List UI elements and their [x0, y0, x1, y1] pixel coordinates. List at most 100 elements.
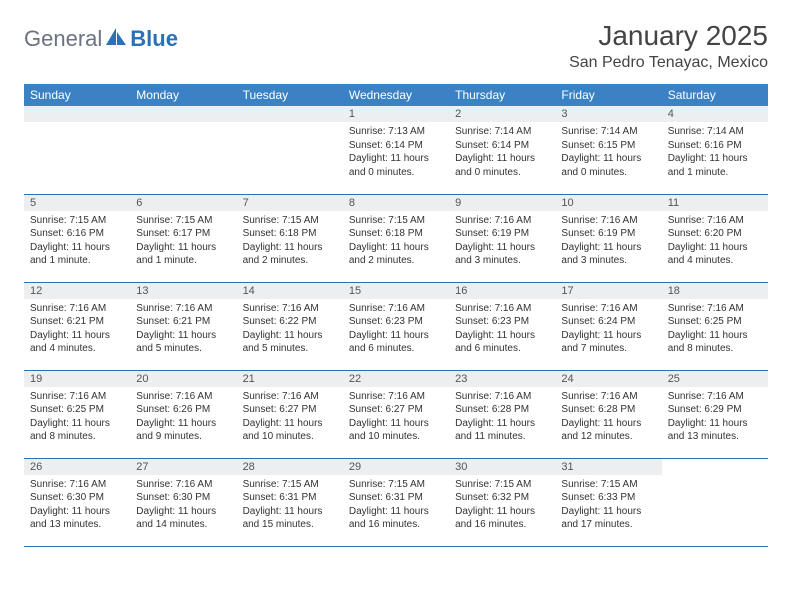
day-details: Sunrise: 7:16 AMSunset: 6:27 PMDaylight:… [237, 387, 343, 448]
day-number: 27 [130, 459, 236, 475]
day-number: 7 [237, 195, 343, 211]
calendar-day-cell: 30Sunrise: 7:15 AMSunset: 6:32 PMDayligh… [449, 458, 555, 546]
calendar-day-cell: 22Sunrise: 7:16 AMSunset: 6:27 PMDayligh… [343, 370, 449, 458]
day-number: 18 [662, 283, 768, 299]
day-details: Sunrise: 7:16 AMSunset: 6:23 PMDaylight:… [343, 299, 449, 360]
day-number: 21 [237, 371, 343, 387]
calendar-day-cell: 26Sunrise: 7:16 AMSunset: 6:30 PMDayligh… [24, 458, 130, 546]
calendar-day-cell: . [662, 458, 768, 546]
day-details: Sunrise: 7:14 AMSunset: 6:16 PMDaylight:… [662, 122, 768, 183]
weekday-header: Saturday [662, 84, 768, 106]
day-number: 26 [24, 459, 130, 475]
calendar-day-cell: 14Sunrise: 7:16 AMSunset: 6:22 PMDayligh… [237, 282, 343, 370]
calendar-day-cell: 10Sunrise: 7:16 AMSunset: 6:19 PMDayligh… [555, 194, 661, 282]
day-details: Sunrise: 7:15 AMSunset: 6:16 PMDaylight:… [24, 211, 130, 272]
weekday-header: Friday [555, 84, 661, 106]
day-details: Sunrise: 7:14 AMSunset: 6:15 PMDaylight:… [555, 122, 661, 183]
calendar-week-row: 12Sunrise: 7:16 AMSunset: 6:21 PMDayligh… [24, 282, 768, 370]
calendar-day-cell: 11Sunrise: 7:16 AMSunset: 6:20 PMDayligh… [662, 194, 768, 282]
day-number: 10 [555, 195, 661, 211]
calendar-day-cell: 1Sunrise: 7:13 AMSunset: 6:14 PMDaylight… [343, 106, 449, 194]
day-number: 8 [343, 195, 449, 211]
calendar-day-cell: 13Sunrise: 7:16 AMSunset: 6:21 PMDayligh… [130, 282, 236, 370]
calendar-day-cell: 9Sunrise: 7:16 AMSunset: 6:19 PMDaylight… [449, 194, 555, 282]
calendar-day-cell: . [24, 106, 130, 194]
day-number: 30 [449, 459, 555, 475]
day-number: 12 [24, 283, 130, 299]
calendar-day-cell: 21Sunrise: 7:16 AMSunset: 6:27 PMDayligh… [237, 370, 343, 458]
calendar-day-cell: 16Sunrise: 7:16 AMSunset: 6:23 PMDayligh… [449, 282, 555, 370]
calendar-day-cell: 25Sunrise: 7:16 AMSunset: 6:29 PMDayligh… [662, 370, 768, 458]
day-details: Sunrise: 7:15 AMSunset: 6:33 PMDaylight:… [555, 475, 661, 536]
day-number: 3 [555, 106, 661, 122]
calendar-day-cell: 12Sunrise: 7:16 AMSunset: 6:21 PMDayligh… [24, 282, 130, 370]
calendar-day-cell: 6Sunrise: 7:15 AMSunset: 6:17 PMDaylight… [130, 194, 236, 282]
calendar-day-cell: 3Sunrise: 7:14 AMSunset: 6:15 PMDaylight… [555, 106, 661, 194]
calendar-head: SundayMondayTuesdayWednesdayThursdayFrid… [24, 84, 768, 106]
calendar-week-row: 5Sunrise: 7:15 AMSunset: 6:16 PMDaylight… [24, 194, 768, 282]
calendar-day-cell: 24Sunrise: 7:16 AMSunset: 6:28 PMDayligh… [555, 370, 661, 458]
day-number: 5 [24, 195, 130, 211]
day-details: Sunrise: 7:15 AMSunset: 6:32 PMDaylight:… [449, 475, 555, 536]
day-number: 31 [555, 459, 661, 475]
location: San Pedro Tenayac, Mexico [569, 54, 768, 72]
day-number: 17 [555, 283, 661, 299]
day-number: 25 [662, 371, 768, 387]
calendar-day-cell: 31Sunrise: 7:15 AMSunset: 6:33 PMDayligh… [555, 458, 661, 546]
day-details: Sunrise: 7:16 AMSunset: 6:19 PMDaylight:… [449, 211, 555, 272]
day-details: Sunrise: 7:16 AMSunset: 6:22 PMDaylight:… [237, 299, 343, 360]
day-details: Sunrise: 7:14 AMSunset: 6:14 PMDaylight:… [449, 122, 555, 183]
logo-text-blue: Blue [130, 26, 178, 52]
day-details: Sunrise: 7:16 AMSunset: 6:28 PMDaylight:… [555, 387, 661, 448]
calendar-day-cell: 20Sunrise: 7:16 AMSunset: 6:26 PMDayligh… [130, 370, 236, 458]
logo: General Blue [24, 26, 178, 52]
calendar-day-cell: 28Sunrise: 7:15 AMSunset: 6:31 PMDayligh… [237, 458, 343, 546]
calendar-day-cell: 5Sunrise: 7:15 AMSunset: 6:16 PMDaylight… [24, 194, 130, 282]
calendar-day-cell: 17Sunrise: 7:16 AMSunset: 6:24 PMDayligh… [555, 282, 661, 370]
day-details: Sunrise: 7:16 AMSunset: 6:20 PMDaylight:… [662, 211, 768, 272]
weekday-header: Wednesday [343, 84, 449, 106]
day-details: Sunrise: 7:16 AMSunset: 6:26 PMDaylight:… [130, 387, 236, 448]
calendar-day-cell: 7Sunrise: 7:15 AMSunset: 6:18 PMDaylight… [237, 194, 343, 282]
day-details: Sunrise: 7:16 AMSunset: 6:30 PMDaylight:… [24, 475, 130, 536]
day-details: Sunrise: 7:13 AMSunset: 6:14 PMDaylight:… [343, 122, 449, 183]
day-number: 24 [555, 371, 661, 387]
calendar-table: SundayMondayTuesdayWednesdayThursdayFrid… [24, 84, 768, 547]
calendar-week-row: 19Sunrise: 7:16 AMSunset: 6:25 PMDayligh… [24, 370, 768, 458]
day-details: Sunrise: 7:15 AMSunset: 6:31 PMDaylight:… [343, 475, 449, 536]
day-details: Sunrise: 7:16 AMSunset: 6:28 PMDaylight:… [449, 387, 555, 448]
day-number: 23 [449, 371, 555, 387]
calendar-day-cell: . [237, 106, 343, 194]
day-number: 28 [237, 459, 343, 475]
calendar-day-cell: 8Sunrise: 7:15 AMSunset: 6:18 PMDaylight… [343, 194, 449, 282]
day-number: 1 [343, 106, 449, 122]
calendar-day-cell: 18Sunrise: 7:16 AMSunset: 6:25 PMDayligh… [662, 282, 768, 370]
day-details: Sunrise: 7:15 AMSunset: 6:31 PMDaylight:… [237, 475, 343, 536]
day-number: 9 [449, 195, 555, 211]
day-details: Sunrise: 7:16 AMSunset: 6:24 PMDaylight:… [555, 299, 661, 360]
calendar-body: ...1Sunrise: 7:13 AMSunset: 6:14 PMDayli… [24, 106, 768, 546]
calendar-day-cell: 29Sunrise: 7:15 AMSunset: 6:31 PMDayligh… [343, 458, 449, 546]
weekday-header: Sunday [24, 84, 130, 106]
day-details: Sunrise: 7:16 AMSunset: 6:27 PMDaylight:… [343, 387, 449, 448]
day-number: 6 [130, 195, 236, 211]
day-number: 14 [237, 283, 343, 299]
calendar-day-cell: 2Sunrise: 7:14 AMSunset: 6:14 PMDaylight… [449, 106, 555, 194]
day-number: 19 [24, 371, 130, 387]
title-block: January 2025 San Pedro Tenayac, Mexico [569, 20, 768, 72]
day-number: 16 [449, 283, 555, 299]
day-details: Sunrise: 7:16 AMSunset: 6:23 PMDaylight:… [449, 299, 555, 360]
month-title: January 2025 [569, 20, 768, 52]
page-header: General Blue January 2025 San Pedro Tena… [24, 20, 768, 72]
calendar-week-row: 26Sunrise: 7:16 AMSunset: 6:30 PMDayligh… [24, 458, 768, 546]
day-details: Sunrise: 7:16 AMSunset: 6:21 PMDaylight:… [24, 299, 130, 360]
calendar-day-cell: . [130, 106, 236, 194]
day-details: Sunrise: 7:16 AMSunset: 6:25 PMDaylight:… [662, 299, 768, 360]
day-number: 22 [343, 371, 449, 387]
day-number: 29 [343, 459, 449, 475]
day-details: Sunrise: 7:15 AMSunset: 6:17 PMDaylight:… [130, 211, 236, 272]
day-details: Sunrise: 7:16 AMSunset: 6:30 PMDaylight:… [130, 475, 236, 536]
calendar-day-cell: 19Sunrise: 7:16 AMSunset: 6:25 PMDayligh… [24, 370, 130, 458]
day-number: 11 [662, 195, 768, 211]
day-number: 15 [343, 283, 449, 299]
